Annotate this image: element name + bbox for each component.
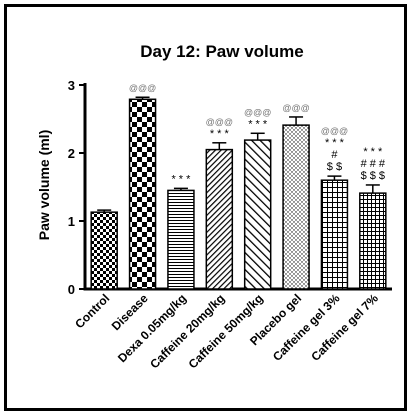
- y-tick-label: 0: [68, 282, 75, 297]
- bar-7: [320, 179, 349, 290]
- bar-5: [243, 139, 272, 290]
- bar-8: [359, 192, 387, 290]
- category-label: Caffeine gel 3%: [270, 291, 343, 364]
- annotation-mark: # # #: [361, 158, 386, 170]
- bar-1: [90, 211, 118, 290]
- y-axis-label: Paw volume (ml): [36, 130, 52, 240]
- bar-3: [167, 189, 195, 290]
- annotation-mark: @@@: [282, 103, 309, 113]
- bar-chart: Day 12: Paw volume Paw volume (ml) 0123 …: [36, 42, 392, 371]
- bars: [90, 96, 387, 290]
- annotation-mark: * * *: [248, 118, 268, 130]
- annotation-mark: @@@: [321, 126, 348, 136]
- annotation-mark: $ $ $: [361, 170, 385, 182]
- bar-2: [128, 98, 157, 290]
- annotation-mark: * * *: [363, 146, 383, 158]
- annotation-mark: #: [331, 149, 338, 161]
- chart-title: Day 12: Paw volume: [140, 42, 303, 61]
- bar-4: [205, 148, 234, 290]
- significance-annotations: @@@* * *@@@* * *@@@* * *@@@@@@* * *#$ $*…: [129, 83, 386, 185]
- category-label: Caffeine gel 7%: [308, 291, 381, 364]
- y-tick-label: 2: [68, 146, 75, 161]
- annotation-mark: @@@: [129, 83, 156, 93]
- y-tick-label: 3: [68, 78, 75, 93]
- annotation-mark: * * *: [325, 137, 345, 149]
- category-label: Dexa 0.05mg/kg: [115, 291, 189, 365]
- annotation-mark: @@@: [244, 107, 271, 117]
- y-tick-label: 1: [68, 214, 75, 229]
- annotation-mark: $ $: [327, 161, 342, 173]
- annotation-mark: * * *: [171, 173, 191, 185]
- annotation-mark: * * *: [210, 128, 230, 140]
- category-label: Control: [72, 291, 112, 331]
- annotation-mark: @@@: [206, 117, 233, 127]
- bar-6: [282, 124, 310, 290]
